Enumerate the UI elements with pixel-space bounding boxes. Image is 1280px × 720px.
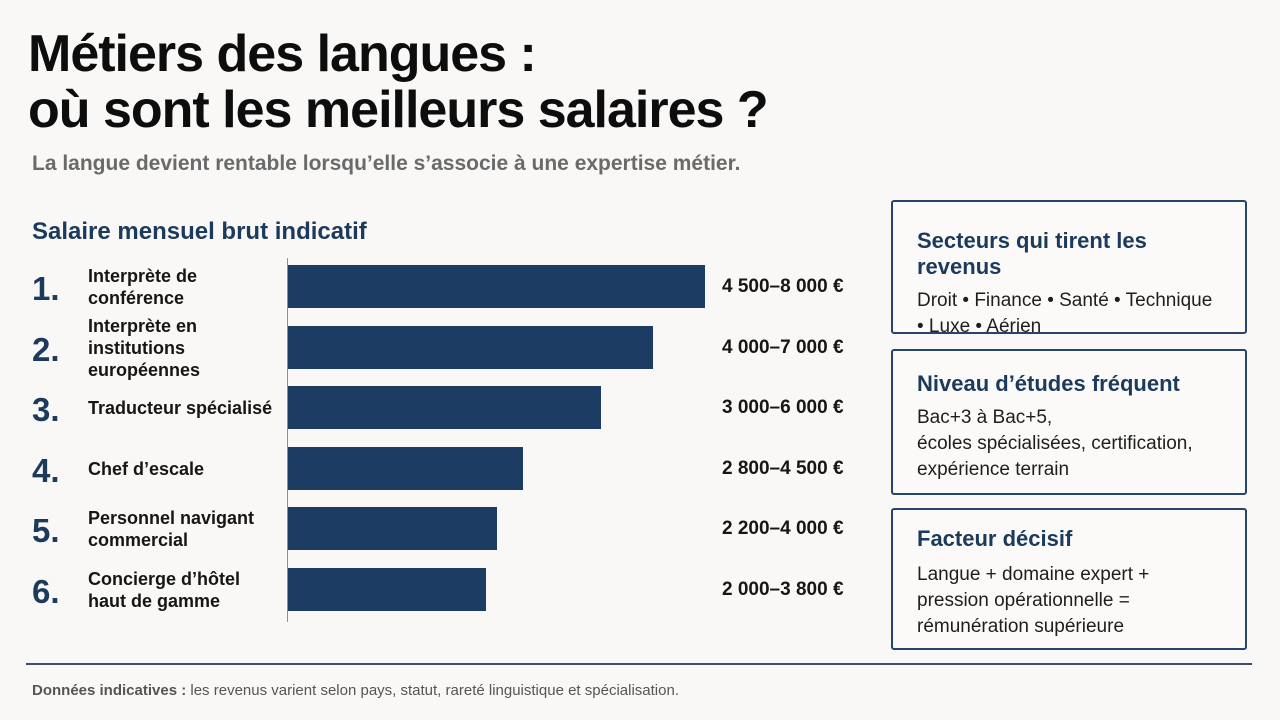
chart-row: 2. Interprète en institutions européennes 4…	[0, 316, 880, 385]
job-label-line: Interprète de	[88, 266, 198, 286]
card-sectors-text: Droit • Finance • Santé • Technique • Lu…	[917, 288, 1221, 340]
job-label-line: Personnel navigant	[88, 508, 255, 528]
salary-bar	[288, 446, 523, 490]
card-key-factor: Facteur décisif Langue + domaine expert …	[891, 508, 1247, 650]
page-title: Métiers des langues : où sont les meille…	[28, 25, 769, 139]
job-label-line: institutions européennes	[88, 337, 201, 380]
job-label: Interprète en institutions européennes	[88, 316, 283, 380]
card-key-factor-line: rémunération supérieure	[917, 616, 1125, 637]
job-label-line: Chef d’escale	[88, 458, 205, 479]
card-sectors-line: Droit • Finance • Santé • Technique	[917, 290, 1213, 311]
card-key-factor-line: Langue + domaine expert +	[917, 564, 1150, 585]
card-education-line: expérience terrain	[917, 459, 1070, 480]
footer-note-text: les revenus varient selon pays, statut, …	[186, 682, 679, 699]
rank-number: 3.	[32, 391, 60, 428]
salary-bar	[288, 325, 653, 369]
card-education-text: Bac+3 à Bac+5, écoles spécialisées, cert…	[917, 405, 1221, 483]
chart-heading: Salaire mensuel brut indicatif	[32, 218, 367, 245]
salary-bar	[288, 386, 601, 429]
salary-bar	[288, 265, 705, 308]
rank-number: 6.	[32, 572, 60, 610]
subtitle: La langue devient rentable lorsqu’elle s…	[32, 152, 741, 175]
salary-range-label: 3 000–6 000 €	[722, 397, 844, 418]
card-key-factor-text: Langue + domaine expert + pression opéra…	[917, 562, 1221, 640]
salary-bar	[288, 567, 486, 611]
footer-note: Données indicatives : les revenus varien…	[32, 682, 679, 699]
card-sectors-line: • Luxe • Aérien	[917, 316, 1042, 337]
chart-row: 6. Concierge d’hôtel haut de gamme 2 000–3 …	[0, 567, 880, 627]
card-key-factor-line: pression opérationnelle =	[917, 590, 1130, 611]
salary-range-label: 2 800–4 500 €	[722, 457, 844, 479]
chart-row: 5. Personnel navigant commercial 2 200–4 00…	[0, 506, 880, 566]
card-education-title: Niveau d’études fréquent	[917, 371, 1180, 396]
card-education-line: Bac+3 à Bac+5,	[917, 407, 1053, 428]
card-sectors-title: Secteurs qui tirent les revenus	[917, 228, 1147, 279]
rank-number: 4.	[32, 451, 60, 489]
job-label: Interprète de conférence	[88, 264, 283, 310]
chart-row: 4. Chef d’escale 2 800–4 500 €	[0, 446, 880, 506]
salary-range-label: 2 000–3 800 €	[722, 578, 844, 600]
job-label-line: Traducteur spécialisé	[88, 398, 273, 418]
job-label: Chef d’escale	[88, 446, 283, 492]
salary-range-label: 4 000–7 000 €	[722, 336, 844, 358]
card-education-line: écoles spécialisées, certification,	[917, 433, 1193, 454]
salary-range-label: 2 200–4 000 €	[722, 518, 844, 539]
rank-number: 1.	[32, 270, 60, 307]
card-education: Niveau d’études fréquent Bac+3 à Bac+5, …	[891, 349, 1247, 495]
card-sectors: Secteurs qui tirent les revenus Droit • …	[891, 200, 1247, 337]
job-label-line: haut de gamme	[88, 590, 221, 611]
rank-number: 5.	[32, 512, 60, 549]
title-line-1: Métiers des langues :	[28, 25, 537, 83]
job-label: Personnel navigant commercial	[88, 506, 283, 552]
job-label-line: commercial	[88, 530, 189, 550]
card-key-factor-title: Facteur décisif	[917, 526, 1073, 551]
title-line-2: où sont les meilleurs salaires ?	[28, 81, 769, 139]
job-label-line: Concierge d’hôtel	[88, 568, 241, 589]
job-label-line: Interprète en	[88, 315, 198, 336]
salary-range-label: 4 500–8 000 €	[722, 276, 844, 297]
job-label: Concierge d’hôtel haut de gamme	[88, 567, 283, 613]
rank-number: 2.	[32, 330, 60, 368]
footer-divider	[26, 663, 1252, 665]
chart-row: 3. Traducteur spécialisé 3 000–6 000 €	[0, 385, 880, 445]
salary-bar	[288, 507, 497, 550]
chart-axis-line	[287, 258, 288, 622]
footer-note-label: Données indicatives :	[32, 682, 187, 699]
job-label: Traducteur spécialisé	[88, 385, 283, 431]
job-label-line: conférence	[88, 288, 185, 308]
chart-row: 1. Interprète de conférence 4 500–8 000 €	[0, 264, 880, 324]
